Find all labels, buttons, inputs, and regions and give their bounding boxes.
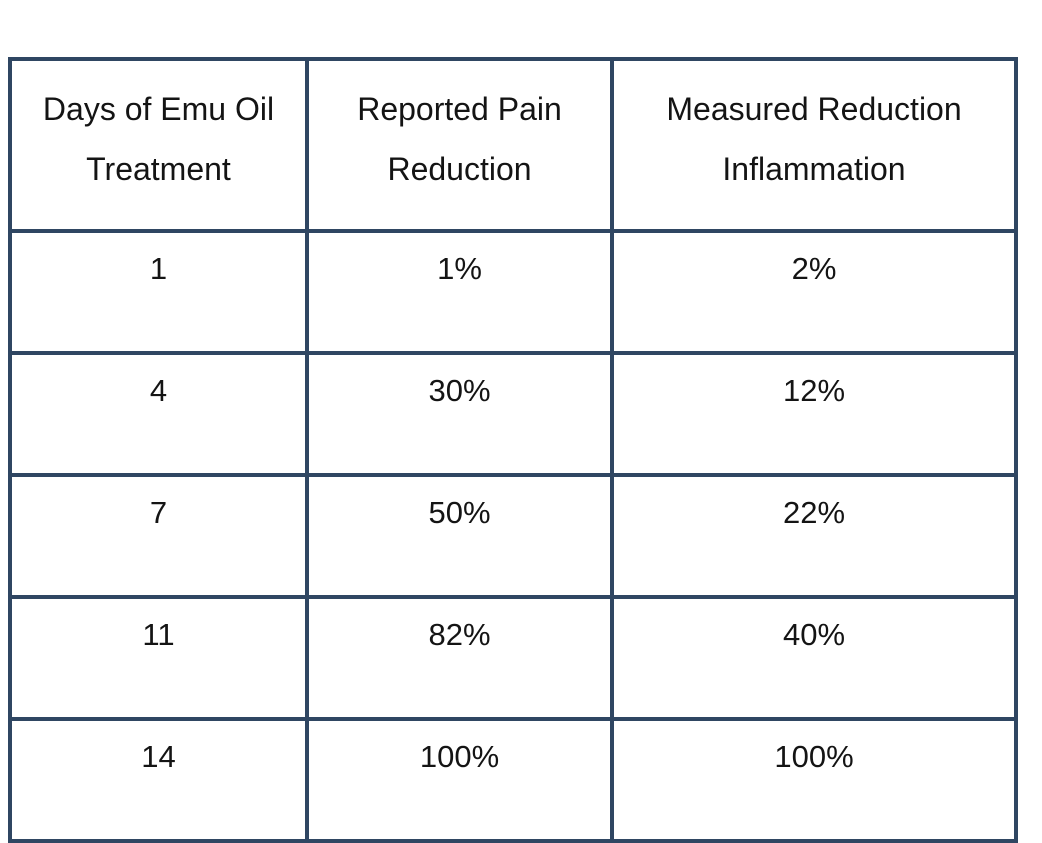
header-line: Treatment: [86, 151, 231, 187]
cell-inflammation-reduction: 40%: [610, 595, 1018, 721]
header-line: Reported Pain: [357, 91, 562, 127]
cell-inflammation-reduction: 12%: [610, 351, 1018, 477]
table-row: 7 50% 22%: [8, 473, 1018, 599]
header-line: Reduction: [387, 151, 532, 187]
header-cell-inflammation-reduction: Measured Reduction Inflammation: [610, 57, 1018, 233]
table-row: 1 1% 2%: [8, 229, 1018, 355]
cell-days: 14: [8, 717, 309, 843]
cell-inflammation-reduction: 22%: [610, 473, 1018, 599]
cell-inflammation-reduction: 100%: [610, 717, 1018, 843]
header-row: Days of Emu Oil Treatment Reported Pain …: [8, 57, 1018, 233]
cell-days: 4: [8, 351, 309, 477]
emu-oil-results-table: Days of Emu Oil Treatment Reported Pain …: [8, 57, 1018, 843]
header-cell-days-of-treatment: Days of Emu Oil Treatment: [8, 57, 309, 233]
cell-pain-reduction: 50%: [305, 473, 614, 599]
table-row: 4 30% 12%: [8, 351, 1018, 477]
header-line: Inflammation: [722, 151, 906, 187]
header-line: Measured Reduction: [666, 91, 962, 127]
header-line: Days of Emu Oil: [42, 91, 275, 127]
cell-days: 7: [8, 473, 309, 599]
table-row: 11 82% 40%: [8, 595, 1018, 721]
cell-days: 11: [8, 595, 309, 721]
cell-days: 1: [8, 229, 309, 355]
cell-pain-reduction: 82%: [305, 595, 614, 721]
cell-pain-reduction: 100%: [305, 717, 614, 843]
cell-pain-reduction: 30%: [305, 351, 614, 477]
cell-pain-reduction: 1%: [305, 229, 614, 355]
header-cell-pain-reduction: Reported Pain Reduction: [305, 57, 614, 233]
table-row: 14 100% 100%: [8, 717, 1018, 843]
cell-inflammation-reduction: 2%: [610, 229, 1018, 355]
